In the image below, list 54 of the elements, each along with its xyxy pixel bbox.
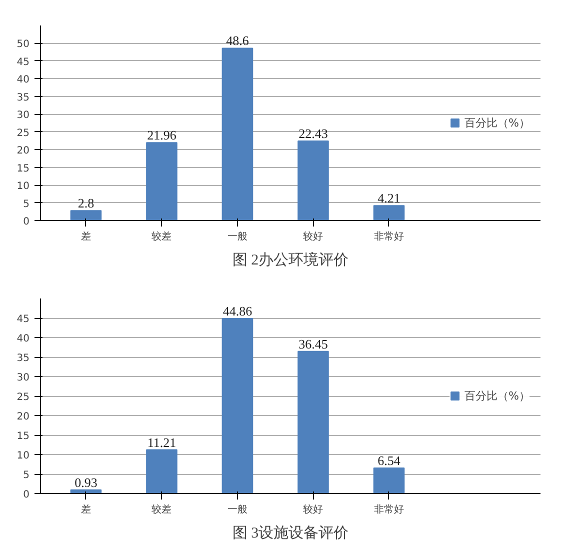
data-label: 48.6 [226,33,250,48]
y-tick-label: 50 [16,39,30,50]
x-tick-label: 较好 [303,230,324,242]
bar [373,467,405,494]
y-tick-label: 20 [16,412,30,422]
y-tick-label: 15 [16,163,30,174]
y-tick-label: 45 [16,314,30,325]
x-tick-label: 较好 [303,504,324,516]
text: 图 2办公环境评价 [232,252,349,268]
text: 图 3设施设备评价 [232,524,349,542]
x-tick-label: 一般 [227,232,248,242]
y-tick-label: 0 [23,490,30,500]
y-tick-label: 25 [16,128,30,139]
data-label: 11.21 [147,434,176,450]
data-label: 4.21 [378,190,400,206]
bar [222,318,254,494]
y-tick-label: 35 [16,353,30,364]
bar [298,140,329,220]
data-label: 21.96 [147,128,177,143]
y-tick-label: 15 [16,431,30,442]
y-tick-label: 25 [16,392,30,403]
x-tick-label: 较差 [152,504,172,516]
bar [373,205,405,220]
data-label: 36.45 [298,336,328,352]
data-label: 6.54 [378,452,401,468]
data-label: 22.43 [298,126,328,141]
y-tick-label: 20 [16,146,30,157]
y-tick-label: 40 [16,334,30,344]
x-tick-label: 差 [80,504,91,516]
y-tick-label: 10 [16,181,30,192]
legend-label: 百分比（%） [464,388,530,403]
legend-label: 百分比（%） [464,115,530,130]
bar [146,142,178,220]
data-label: 2.8 [78,196,94,211]
data-label: 0.93 [74,474,98,490]
y-tick-label: 30 [16,372,30,384]
x-tick-label: 一般 [227,504,248,516]
x-tick-label: 差 [80,230,91,242]
y-tick-label: 45 [16,56,30,68]
bar [146,449,178,494]
y-tick-label: 0 [23,216,30,228]
data-label: 44.86 [222,304,253,319]
x-tick-label: 非常好 [374,504,404,516]
y-tick-label: 30 [16,110,30,122]
y-tick-label: 35 [16,92,30,104]
bar [222,48,254,220]
x-tick-label: 较差 [152,230,172,242]
bar [70,210,102,220]
y-tick-label: 5 [23,198,30,210]
y-tick-label: 40 [16,74,30,86]
y-tick-label: 10 [16,450,30,462]
y-tick-label: 5 [23,470,30,481]
bar [298,350,329,494]
x-tick-label: 非常好 [374,230,404,242]
